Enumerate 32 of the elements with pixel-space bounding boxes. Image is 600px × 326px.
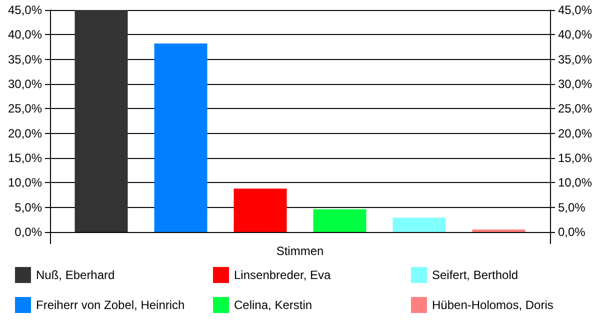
bar: [234, 188, 287, 232]
y-tick-label: 45,0%: [8, 3, 42, 17]
y2-tick-label: 30,0%: [558, 77, 592, 91]
y-tick-label: 25,0%: [8, 102, 42, 116]
y2-tick-label: 35,0%: [558, 52, 592, 66]
y2-tick-label: 15,0%: [558, 151, 592, 165]
y-tick-label: 20,0%: [8, 126, 42, 140]
bar: [313, 209, 366, 232]
y-tick-label: 40,0%: [8, 28, 42, 42]
y2-tick-label: 25,0%: [558, 102, 592, 116]
bar: [154, 44, 208, 232]
y-tick-label: 35,0%: [8, 52, 42, 66]
legend-label: Freiherr von Zobel, Heinrich: [36, 298, 185, 312]
y-tick-label: 30,0%: [8, 77, 42, 91]
bar: [74, 10, 128, 232]
y2-tick-label: 45,0%: [558, 3, 592, 17]
y-tick-label: 5,0%: [14, 200, 42, 214]
y-tick-label: 15,0%: [8, 151, 42, 165]
legend-label: Seifert, Berthold: [432, 268, 518, 282]
x-axis-title: Stimmen: [276, 244, 324, 258]
legend-label: Linsenbreder, Eva: [234, 268, 332, 282]
y2-tick-label: 5,0%: [558, 200, 586, 214]
legend-label: Hüben-Holomos, Doris: [432, 298, 554, 312]
legend-label: Nuß, Eberhard: [36, 268, 115, 282]
legend-label: Celina, Kerstin: [234, 298, 312, 312]
y2-tick-label: 0,0%: [558, 225, 586, 239]
y2-tick-label: 20,0%: [558, 126, 592, 140]
y-tick-label: 0,0%: [14, 225, 42, 239]
y2-tick-label: 40,0%: [558, 28, 592, 42]
y2-tick-label: 10,0%: [558, 176, 592, 190]
bar: [392, 218, 446, 232]
y-tick-label: 10,0%: [8, 176, 42, 190]
